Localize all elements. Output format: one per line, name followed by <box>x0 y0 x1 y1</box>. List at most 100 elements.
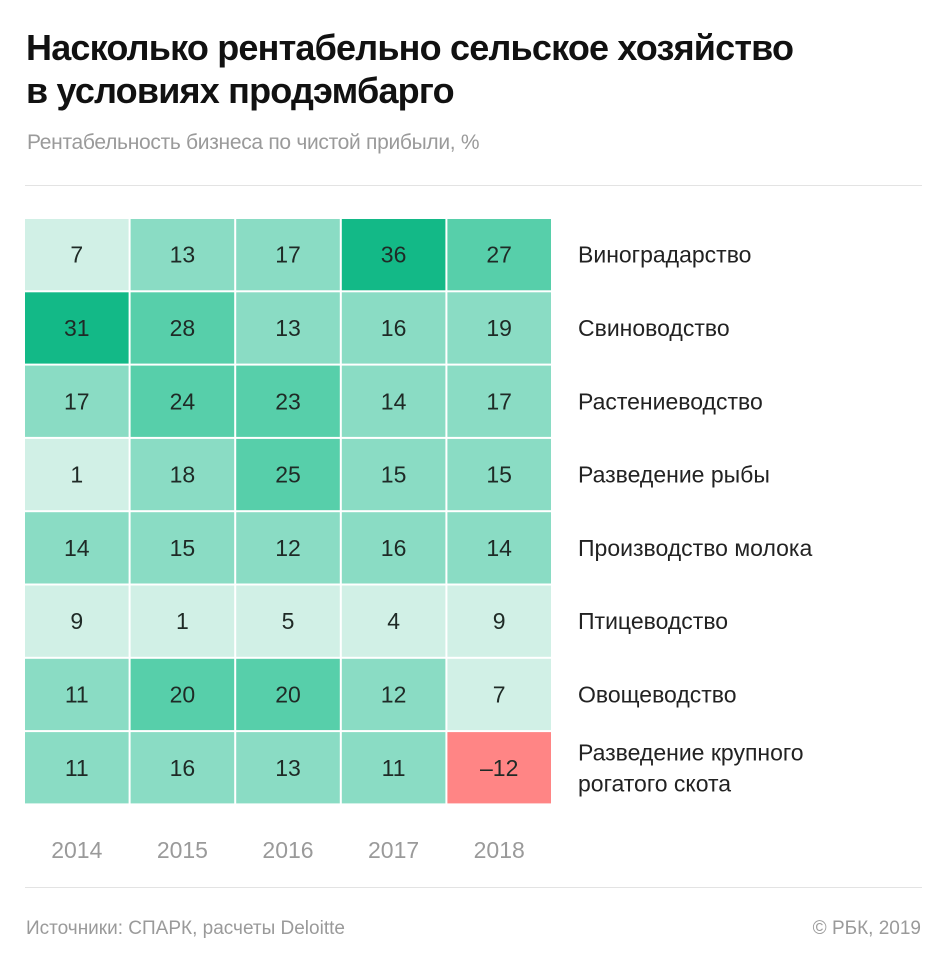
row-label: Свиноводство <box>578 315 730 341</box>
heatmap-cell <box>341 732 446 804</box>
heatmap-cell <box>236 292 340 364</box>
row-label: Виноградарство <box>578 242 751 268</box>
cell-value-label: 15 <box>170 535 196 561</box>
cell-value-label: 7 <box>70 242 83 268</box>
x-tick-label: 2014 <box>51 837 102 863</box>
heatmap-cell <box>236 512 340 584</box>
heatmap-cell <box>25 219 129 291</box>
cell-value-label: 24 <box>170 388 196 414</box>
cell-value-label: 17 <box>275 242 301 268</box>
heatmap-cell <box>447 292 551 364</box>
heatmap-cell <box>25 512 129 584</box>
heatmap-cell <box>236 219 340 291</box>
heatmap-cell <box>130 365 235 437</box>
row-label: рогатого скота <box>578 770 731 796</box>
cell-value-label: 5 <box>282 608 295 634</box>
heatmap-cell <box>447 585 551 657</box>
cell-value-label: 9 <box>493 608 506 634</box>
cell-value-label: 20 <box>275 681 301 707</box>
heatmap-row: 17 24 23 14 17 Растениеводство <box>25 365 763 437</box>
heatmap-cell <box>130 438 235 511</box>
heatmap-cell <box>447 438 551 511</box>
heatmap-row: 7 13 17 36 27 Виноградарство <box>25 219 751 291</box>
chart-title-line-1: Насколько рентабельно сельское хозяйство <box>26 27 794 68</box>
cell-value-label: 4 <box>387 608 400 634</box>
source-note: Источники: СПАРК, расчеты Deloitte <box>26 918 345 939</box>
heatmap-row: 14 15 12 16 14 Производство молока <box>25 512 812 584</box>
cell-value-label: 27 <box>486 242 512 268</box>
cell-value-label: 9 <box>70 608 83 634</box>
heatmap-cell <box>130 219 235 291</box>
heatmap-cell <box>130 585 235 657</box>
cell-value-label: 23 <box>275 388 301 414</box>
heatmap-cell <box>25 585 129 657</box>
heatmap-cell <box>25 438 129 511</box>
heatmap-cell <box>130 512 235 584</box>
heatmap-row: 11 16 13 11 –12 Разведение крупного рогатого с… <box>25 732 804 804</box>
row-label: Производство молока <box>578 535 812 561</box>
heatmap-cell <box>25 732 129 804</box>
heatmap-cell <box>341 219 446 291</box>
row-label: Птицеводство <box>578 608 728 634</box>
heatmap-cell <box>236 658 340 731</box>
heatmap-cell <box>236 365 340 437</box>
bottom-divider <box>25 887 922 888</box>
heatmap-cell <box>130 658 235 731</box>
row-label: Разведение крупного <box>578 739 804 765</box>
cell-value-label: 14 <box>486 535 512 561</box>
heatmap-cell <box>341 658 446 731</box>
cell-value-label: 36 <box>381 242 407 268</box>
cell-value-label: 14 <box>64 535 90 561</box>
cell-value-label: 11 <box>65 755 89 781</box>
cell-value-label: 15 <box>486 462 512 488</box>
heatmap-cell <box>447 365 551 437</box>
cell-value-label: 25 <box>275 462 301 488</box>
cell-value-label: 31 <box>64 315 90 341</box>
cell-value-label: 19 <box>486 315 512 341</box>
cell-value-label: 13 <box>275 315 301 341</box>
heatmap-row: 9 1 5 4 9 Птицеводство <box>25 585 728 657</box>
cell-value-label: 13 <box>275 755 301 781</box>
heatmap-cell <box>341 512 446 584</box>
cell-value-label: 11 <box>65 681 89 707</box>
heatmap-cell <box>25 292 129 364</box>
cell-value-label: 13 <box>170 242 196 268</box>
cell-value-label: 17 <box>64 388 90 414</box>
row-label: Овощеводство <box>578 681 737 707</box>
heatmap-cell <box>341 585 446 657</box>
chart-title: Насколько рентабельно сельское хозяйство… <box>26 26 926 112</box>
heatmap-cell <box>25 365 129 437</box>
cell-value-label: 20 <box>170 681 196 707</box>
cell-value-label: 1 <box>176 608 189 634</box>
heatmap-cell <box>236 438 340 511</box>
heatmap-cell <box>447 219 551 291</box>
x-tick-label: 2015 <box>157 837 208 863</box>
cell-value-label: 1 <box>70 462 83 488</box>
x-tick-label: 2016 <box>262 837 313 863</box>
cell-value-label: 12 <box>381 681 407 707</box>
cell-value-label: 7 <box>493 681 506 707</box>
heatmap-cell <box>236 732 340 804</box>
row-label: Растениеводство <box>578 388 763 414</box>
copyright-note: © РБК, 2019 <box>812 918 921 939</box>
cell-value-label: 12 <box>275 535 301 561</box>
x-tick-label: 2017 <box>368 837 419 863</box>
cell-value-label: 28 <box>170 315 196 341</box>
heatmap-cell <box>341 292 446 364</box>
cell-value-label: 16 <box>170 755 196 781</box>
heatmap-cell <box>341 365 446 437</box>
heatmap-cell <box>447 658 551 731</box>
heatmap-cell <box>447 512 551 584</box>
heatmap-cell <box>341 438 446 511</box>
heatmap-cell <box>25 658 129 731</box>
cell-value-label: 14 <box>381 388 407 414</box>
heatmap-row: 31 28 13 16 19 Свиноводство <box>25 292 730 364</box>
heatmap-cell <box>236 585 340 657</box>
cell-value-label: 17 <box>486 388 512 414</box>
cell-value-label: 15 <box>381 462 407 488</box>
x-tick-label: 2018 <box>474 837 525 863</box>
heatmap-cell <box>130 732 235 804</box>
cell-value-label: 16 <box>381 315 407 341</box>
heatmap-cell <box>130 292 235 364</box>
heatmap-row: 11 20 20 12 7 Овощеводство <box>25 658 737 731</box>
